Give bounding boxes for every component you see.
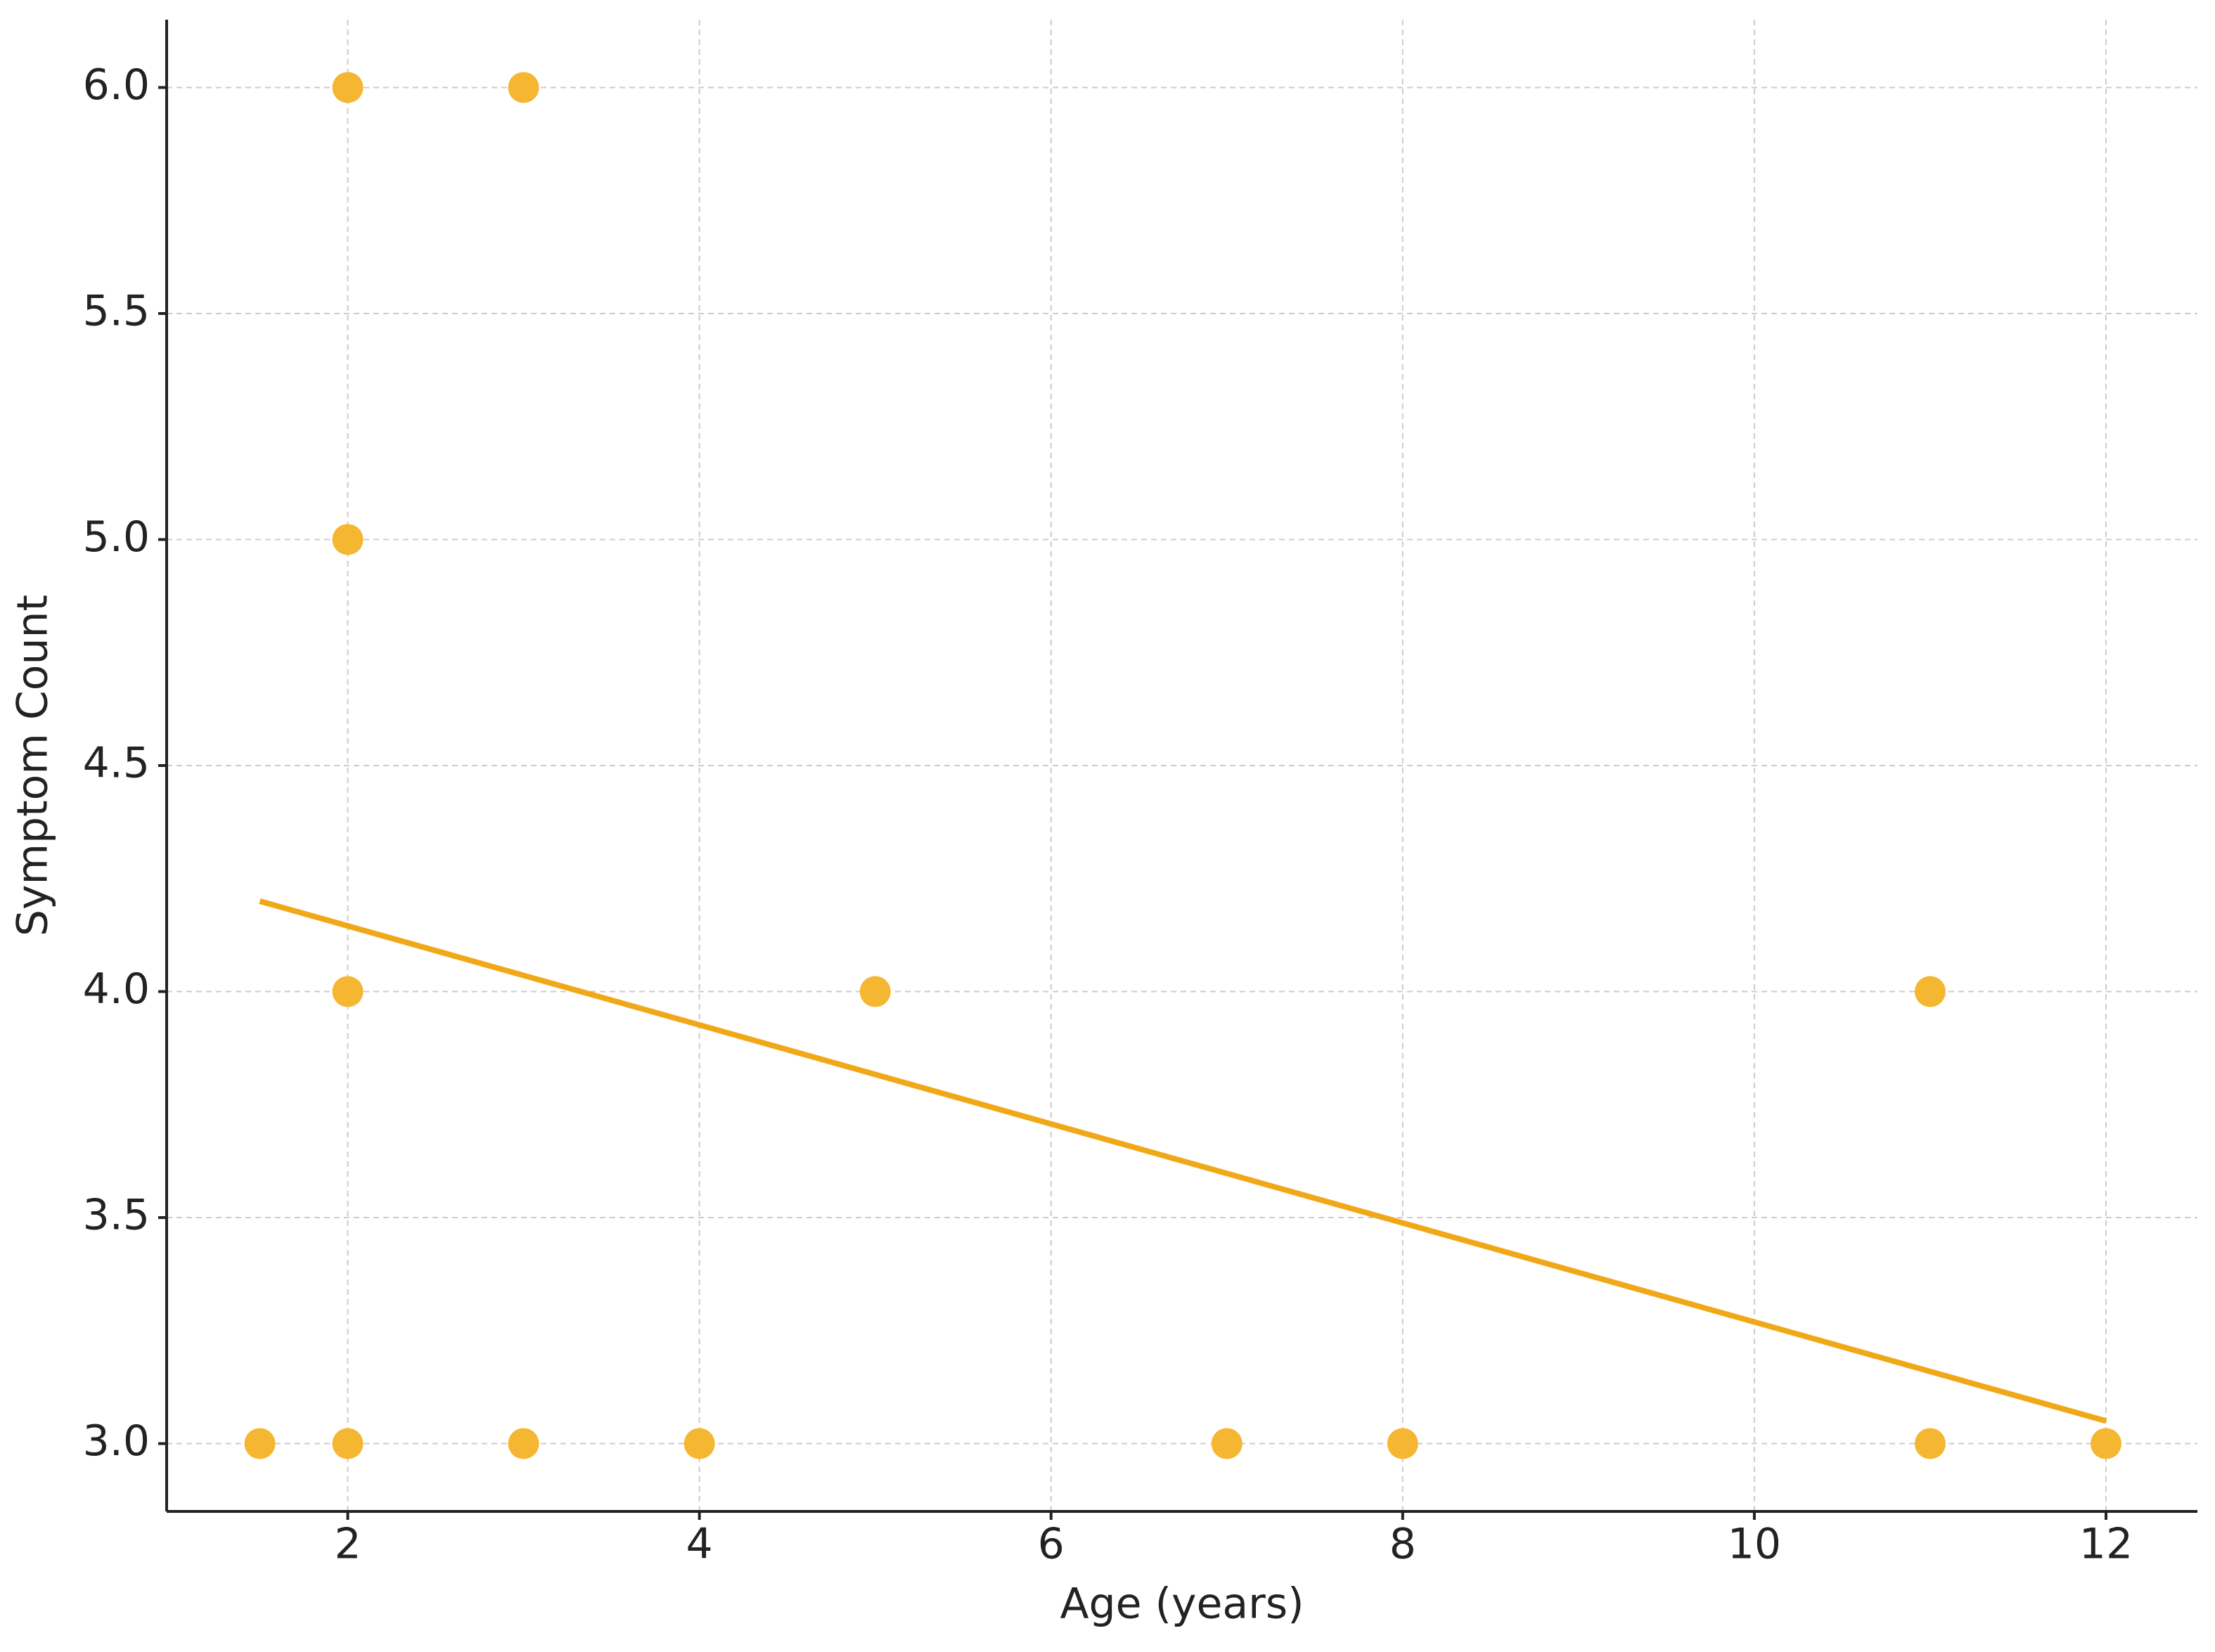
x-tick-label: 6 <box>1038 1520 1065 1569</box>
x-tick-label: 8 <box>1389 1520 1416 1569</box>
trend-line <box>259 898 2107 1424</box>
y-tick-label: 5.0 <box>83 512 150 562</box>
x-tick-label: 10 <box>1728 1520 1781 1569</box>
point <box>683 1428 715 1459</box>
point <box>2090 1428 2121 1459</box>
y-tick-label: 5.5 <box>83 287 150 336</box>
point <box>859 976 891 1007</box>
y-axis-label: Symptom Count <box>8 595 58 936</box>
x-tick-label: 4 <box>686 1520 713 1569</box>
y-tick-label: 4.0 <box>83 964 150 1014</box>
point <box>332 976 364 1007</box>
y-tick-label: 3.5 <box>83 1191 150 1240</box>
x-axis-label: Age (years) <box>1060 1580 1304 1629</box>
point <box>244 1428 276 1459</box>
point <box>1914 976 1946 1007</box>
point <box>1211 1428 1243 1459</box>
y-tick-label: 4.5 <box>83 739 150 788</box>
point <box>1914 1428 1946 1459</box>
point <box>508 72 539 103</box>
point <box>1387 1428 1418 1459</box>
x-tick-label: 2 <box>334 1520 361 1569</box>
y-tick-label: 3.0 <box>83 1417 150 1466</box>
point <box>332 524 364 555</box>
point <box>332 1428 364 1459</box>
point <box>332 72 364 103</box>
point <box>508 1428 539 1459</box>
x-tick-label: 12 <box>2079 1520 2133 1569</box>
y-tick-label: 6.0 <box>83 60 150 110</box>
